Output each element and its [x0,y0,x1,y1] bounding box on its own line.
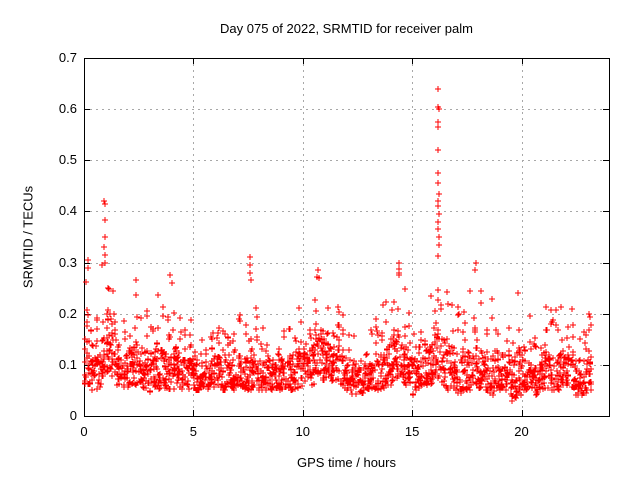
x-axis-title: GPS time / hours [297,455,396,470]
scatter-points [82,86,594,404]
chart-title: Day 075 of 2022, SRMTID for receiver pal… [220,21,473,36]
y-tick-label-0.4: 0.4 [58,203,77,219]
y-tick-label-0.5: 0.5 [58,152,77,168]
y-tick-label-0.7: 0.7 [58,50,77,65]
x-tick-label-15: 15 [404,424,420,439]
x-tick-label-20: 20 [514,424,529,439]
y-tick-label-0: 0 [69,408,77,423]
y-tick-label-0.6: 0.6 [58,101,77,117]
plot-frame [84,58,610,417]
x-tick-label-10: 10 [295,424,310,439]
y-tick-label-0.2: 0.2 [58,305,77,321]
x-tick-label-0: 0 [80,424,88,439]
y-tick-label-0.1: 0.1 [58,356,77,372]
y-tick-label-0.3: 0.3 [58,254,77,270]
x-tick-label-5: 5 [189,424,197,439]
